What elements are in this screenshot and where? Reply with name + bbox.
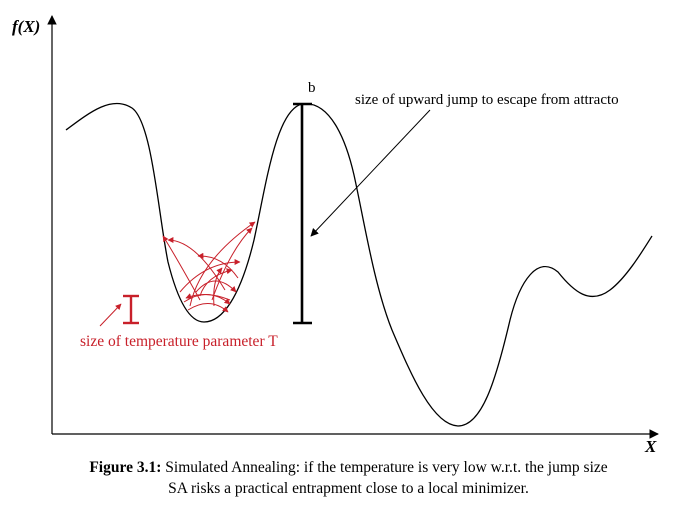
objective-curve	[65, 102, 653, 427]
temperature-label: size of temperature parameter T	[80, 333, 278, 350]
caption-figure-ref: Figure 3.1:	[89, 459, 162, 476]
figure-caption: Figure 3.1: Simulated Annealing: if the …	[0, 457, 697, 499]
caption-line-1: Figure 3.1: Simulated Annealing: if the …	[0, 457, 697, 478]
caption-line-2: SA risks a practical entrapment close to…	[168, 480, 529, 497]
caption-line-1-text: Simulated Annealing: if the temperature …	[161, 459, 608, 476]
jump-pointer-arrow	[310, 109, 431, 237]
peak-label: b	[308, 80, 316, 96]
x-axis-label: X	[644, 437, 657, 456]
y-axis-label: f(X)	[12, 17, 40, 36]
temperature-pointer-arrow	[99, 303, 122, 327]
jump-label: size of upward jump to escape from attra…	[355, 92, 619, 108]
random-jumps	[162, 221, 256, 313]
